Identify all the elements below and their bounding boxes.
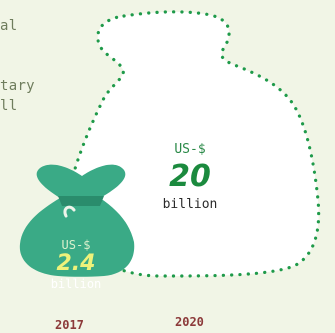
bag-2017-label: US-$ 2.4 billion bbox=[44, 238, 108, 292]
intro-line-4: ll bbox=[0, 98, 18, 114]
dotted-money-bag-outline-icon bbox=[64, 10, 321, 278]
bag-2020-prefix: US-$ bbox=[174, 142, 206, 157]
bag-2020-unit: billion bbox=[162, 197, 218, 212]
bag-2017-prefix: US-$ bbox=[61, 238, 91, 252]
bag-2017-value: 2.4 bbox=[56, 251, 96, 276]
year-label-2020: 2020 bbox=[175, 315, 204, 329]
bag-2020-label: US-$ 20 billion bbox=[140, 142, 240, 214]
year-label-2017: 2017 bbox=[55, 318, 84, 332]
bag-2020-value: 20 bbox=[169, 159, 211, 194]
intro-line-3: tary bbox=[0, 78, 35, 94]
intro-line-1: al bbox=[0, 18, 18, 34]
money-bag-icon bbox=[19, 164, 135, 277]
bag-2017-unit: billion bbox=[50, 277, 102, 291]
